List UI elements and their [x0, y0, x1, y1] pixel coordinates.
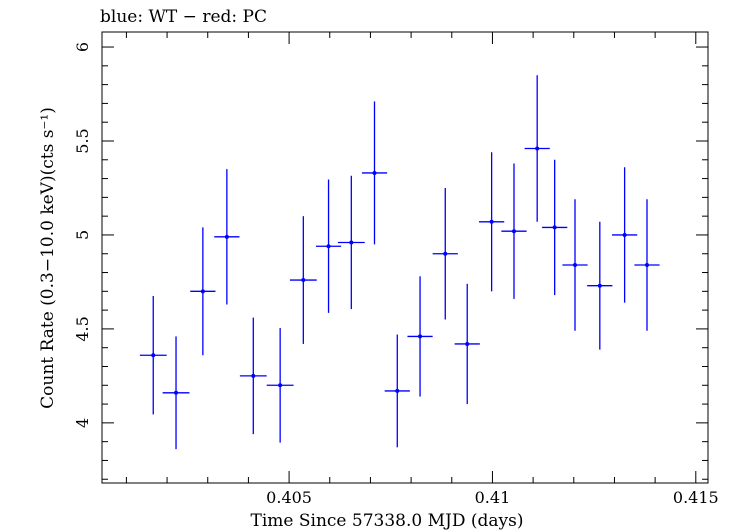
data-point	[587, 221, 613, 350]
x-axis-label: Time Since 57338.0 MJD (days)	[251, 511, 524, 531]
axis-tick-labels: 0.405 0.41 0.415 4 4.5 5 5.5 6	[73, 42, 719, 507]
point-marker	[443, 251, 448, 256]
plot-frame	[101, 31, 709, 484]
data-point	[384, 334, 410, 448]
data-point	[162, 336, 190, 450]
data-point	[214, 169, 240, 305]
data-point	[501, 163, 527, 299]
data-point	[190, 227, 216, 356]
point-marker	[251, 373, 256, 378]
point-marker	[349, 240, 354, 245]
data-point	[612, 167, 638, 303]
point-marker	[489, 219, 494, 224]
x-tick-label: 0.415	[673, 488, 719, 507]
point-marker	[151, 353, 156, 358]
point-marker	[224, 234, 229, 239]
point-marker	[200, 289, 205, 294]
data-point	[139, 296, 167, 415]
point-marker	[573, 263, 578, 268]
point-marker	[395, 388, 400, 393]
point-marker	[418, 334, 423, 339]
point-marker	[622, 232, 627, 237]
y-tick-label: 4.5	[73, 316, 92, 341]
point-marker	[511, 229, 516, 234]
data-point	[289, 216, 317, 344]
data-point	[407, 276, 433, 397]
data-point	[361, 101, 388, 245]
data-point	[634, 199, 660, 331]
data-point	[432, 187, 458, 320]
y-axis-label: Count Rate (0.3−10.0 keV)(cts s⁻¹)	[38, 107, 58, 409]
point-marker	[597, 283, 602, 288]
point-marker	[301, 278, 306, 283]
point-marker	[278, 383, 283, 388]
point-marker	[174, 390, 179, 395]
data-point	[239, 317, 267, 435]
data-point	[315, 179, 342, 313]
data-point	[542, 159, 568, 296]
x-tick-label: 0.41	[475, 488, 511, 507]
data-point	[454, 283, 480, 405]
point-marker	[465, 341, 470, 346]
data-point	[337, 175, 365, 310]
point-marker	[552, 225, 557, 230]
data-point	[479, 152, 505, 292]
y-tick-label: 5	[73, 230, 92, 240]
point-marker	[644, 263, 649, 268]
axis-ticks	[102, 32, 708, 483]
y-tick-label: 5.5	[73, 128, 92, 153]
y-tick-label: 6	[73, 42, 92, 52]
data-series	[139, 75, 660, 450]
data-point	[524, 75, 550, 222]
point-marker	[535, 146, 540, 151]
chart-title: blue: WT − red: PC	[100, 7, 267, 27]
data-point	[266, 327, 294, 443]
y-tick-label: 4	[73, 418, 92, 428]
data-point	[562, 199, 588, 331]
x-tick-label: 0.405	[266, 488, 312, 507]
point-marker	[372, 170, 377, 175]
point-marker	[326, 244, 331, 249]
